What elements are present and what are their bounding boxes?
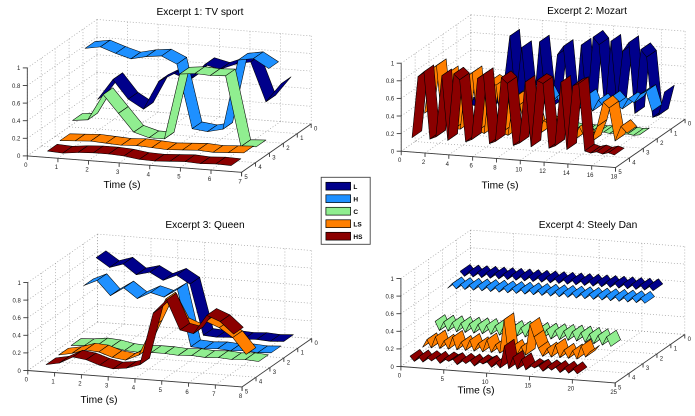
svg-text:0.8: 0.8 xyxy=(386,294,395,300)
svg-text:0.4: 0.4 xyxy=(386,114,395,120)
svg-text:0.6: 0.6 xyxy=(12,101,21,107)
svg-text:16: 16 xyxy=(587,173,594,179)
svg-text:10: 10 xyxy=(515,167,522,173)
svg-text:Time (s): Time (s) xyxy=(81,395,118,406)
svg-text:H: H xyxy=(353,197,358,204)
svg-text:4: 4 xyxy=(132,386,136,392)
svg-text:2: 2 xyxy=(286,146,290,152)
svg-text:0: 0 xyxy=(688,122,692,128)
svg-text:5: 5 xyxy=(441,377,445,383)
svg-text:12: 12 xyxy=(539,169,546,175)
svg-text:1: 1 xyxy=(55,165,59,171)
svg-text:2: 2 xyxy=(660,356,664,362)
svg-text:HS: HS xyxy=(353,234,363,241)
svg-text:2: 2 xyxy=(78,382,82,388)
svg-text:6: 6 xyxy=(185,390,189,396)
svg-text:2: 2 xyxy=(85,168,89,174)
svg-text:Excerpt 2: Mozart: Excerpt 2: Mozart xyxy=(547,6,627,17)
svg-text:4: 4 xyxy=(632,160,636,166)
svg-text:Time (s): Time (s) xyxy=(104,180,141,191)
svg-text:0: 0 xyxy=(24,163,28,169)
svg-text:0.6: 0.6 xyxy=(386,97,395,103)
svg-text:LS: LS xyxy=(353,222,362,229)
svg-text:Time (s): Time (s) xyxy=(482,181,519,192)
svg-text:0.4: 0.4 xyxy=(12,119,21,125)
svg-text:3: 3 xyxy=(105,384,109,390)
svg-text:0: 0 xyxy=(17,369,21,375)
svg-text:0.2: 0.2 xyxy=(12,137,21,143)
svg-text:Excerpt 4: Steely Dan: Excerpt 4: Steely Dan xyxy=(539,220,638,231)
svg-text:3: 3 xyxy=(273,370,277,376)
svg-text:1: 1 xyxy=(674,347,678,353)
svg-text:5: 5 xyxy=(159,388,163,394)
svg-text:8: 8 xyxy=(239,394,243,400)
svg-text:5: 5 xyxy=(245,389,249,395)
svg-text:0.2: 0.2 xyxy=(386,132,395,138)
svg-text:0.8: 0.8 xyxy=(12,298,21,304)
svg-text:Time (s): Time (s) xyxy=(458,386,495,397)
svg-text:5: 5 xyxy=(177,175,181,181)
svg-text:0: 0 xyxy=(688,337,692,343)
svg-text:1: 1 xyxy=(301,351,305,357)
svg-text:0.4: 0.4 xyxy=(386,330,395,336)
svg-text:0: 0 xyxy=(391,365,395,371)
svg-text:4: 4 xyxy=(147,172,151,178)
svg-text:1: 1 xyxy=(391,62,395,68)
svg-text:20: 20 xyxy=(567,387,574,393)
svg-text:Excerpt 1: TV sport: Excerpt 1: TV sport xyxy=(156,7,243,18)
svg-text:0: 0 xyxy=(314,126,318,132)
svg-text:7: 7 xyxy=(238,179,242,185)
svg-text:0.4: 0.4 xyxy=(12,334,21,340)
svg-text:0.6: 0.6 xyxy=(386,312,395,318)
svg-text:2: 2 xyxy=(287,360,291,366)
svg-text:6: 6 xyxy=(208,177,212,183)
svg-text:Excerpt 3: Queen: Excerpt 3: Queen xyxy=(165,220,244,231)
svg-text:4: 4 xyxy=(259,380,263,386)
svg-text:0.2: 0.2 xyxy=(386,347,395,353)
svg-text:6: 6 xyxy=(469,164,473,170)
svg-text:5: 5 xyxy=(618,385,622,391)
svg-text:5: 5 xyxy=(618,170,622,176)
svg-text:0: 0 xyxy=(391,150,395,156)
svg-text:4: 4 xyxy=(632,376,636,382)
svg-text:1: 1 xyxy=(674,131,678,137)
svg-text:L: L xyxy=(353,184,357,191)
svg-text:3: 3 xyxy=(116,170,120,176)
svg-text:0: 0 xyxy=(398,374,402,380)
svg-text:0.8: 0.8 xyxy=(12,84,21,90)
svg-text:2: 2 xyxy=(422,160,426,166)
svg-text:18: 18 xyxy=(611,175,618,181)
svg-text:0: 0 xyxy=(25,378,29,384)
svg-text:0: 0 xyxy=(17,154,21,160)
svg-text:3: 3 xyxy=(646,151,650,157)
svg-text:4: 4 xyxy=(446,162,450,168)
svg-text:15: 15 xyxy=(525,383,532,389)
svg-text:1: 1 xyxy=(300,136,304,142)
svg-text:C: C xyxy=(353,209,358,216)
svg-text:10: 10 xyxy=(482,380,489,386)
svg-text:0: 0 xyxy=(398,158,402,164)
svg-text:1: 1 xyxy=(17,66,21,72)
svg-text:1: 1 xyxy=(391,277,395,283)
svg-text:3: 3 xyxy=(272,155,276,161)
svg-text:8: 8 xyxy=(493,165,497,171)
svg-text:14: 14 xyxy=(563,171,570,177)
svg-text:0.2: 0.2 xyxy=(12,351,21,357)
svg-text:0.8: 0.8 xyxy=(386,79,395,85)
svg-text:7: 7 xyxy=(212,392,216,398)
svg-text:25: 25 xyxy=(610,390,617,396)
svg-text:4: 4 xyxy=(258,165,262,171)
svg-text:3: 3 xyxy=(646,366,650,372)
svg-text:2: 2 xyxy=(660,141,664,147)
svg-text:0: 0 xyxy=(315,341,319,347)
svg-text:1: 1 xyxy=(17,281,21,287)
svg-text:1: 1 xyxy=(51,380,55,386)
svg-text:5: 5 xyxy=(244,175,248,181)
svg-text:0.6: 0.6 xyxy=(12,316,21,322)
